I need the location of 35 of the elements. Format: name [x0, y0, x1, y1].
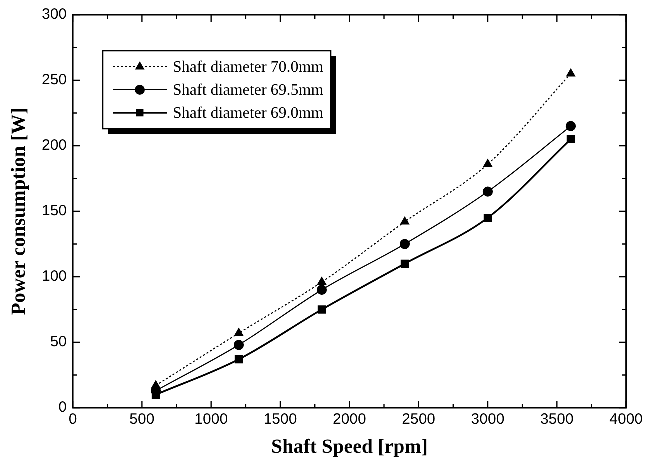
point — [566, 135, 576, 144]
point — [484, 214, 492, 222]
point — [566, 68, 576, 77]
x-tick-label: 3000 — [471, 411, 505, 428]
point — [234, 328, 244, 336]
y-tick-label: 150 — [42, 202, 68, 220]
y-tick-label: 250 — [42, 72, 68, 89]
point — [234, 340, 244, 350]
point — [400, 239, 410, 250]
y-tick-label: 200 — [42, 137, 68, 154]
point — [318, 306, 326, 314]
legend-label: Shaft diameter 69.0mm — [173, 105, 324, 122]
point — [400, 260, 410, 268]
x-tick-label: 4000 — [610, 411, 644, 428]
x-tick-label: 2000 — [332, 411, 366, 428]
x-tick-label: 500 — [130, 411, 155, 428]
y-tick-label: 100 — [42, 268, 68, 286]
point — [484, 159, 492, 168]
x-axis-title: Shaft Speed [rpm] — [271, 436, 428, 458]
point — [234, 355, 244, 364]
point — [482, 186, 494, 197]
x-tick-label: 1500 — [264, 411, 298, 428]
legend-label: Shaft diameter 70.0mm — [173, 59, 324, 76]
point — [316, 285, 328, 296]
x-tick-label: 2500 — [402, 411, 436, 428]
y-tick-label: 50 — [50, 334, 68, 351]
legend-label: Shaft diameter 69.5mm — [173, 82, 324, 100]
point — [400, 216, 410, 225]
y-tick-label: 0 — [58, 399, 68, 416]
y-tick-label: 300 — [42, 6, 68, 24]
point — [566, 121, 576, 132]
x-tick-label: 3500 — [540, 411, 574, 428]
x-tick-label: 1000 — [194, 411, 228, 428]
y-axis-title: Power consumption [W] — [8, 108, 30, 316]
point — [318, 277, 326, 286]
